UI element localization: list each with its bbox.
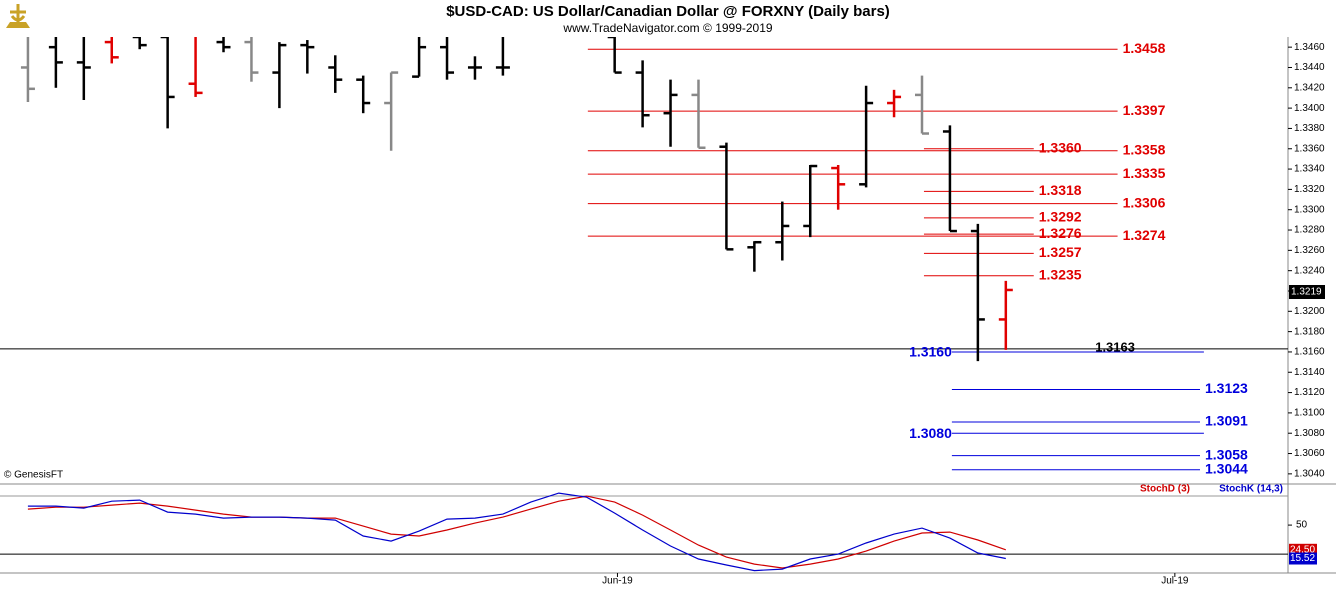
- y-tick-label: 1.3440: [1294, 62, 1325, 73]
- y-tick-label: 1.3100: [1294, 408, 1325, 419]
- ohlc-bar: [663, 79, 678, 147]
- x-tick-label: Jul-19: [1161, 576, 1189, 587]
- legend-entry: StochD (3): [1140, 484, 1190, 495]
- ohlc-bar: [942, 125, 957, 233]
- last-value-box: [1289, 552, 1317, 565]
- y-tick-label: 1.3300: [1294, 204, 1325, 215]
- level-label: 1.3306: [1123, 194, 1166, 210]
- logo: [6, 4, 30, 28]
- y-tick-label: 1.3200: [1294, 306, 1325, 317]
- level-label: 1.3123: [1205, 380, 1248, 396]
- ohlc-bar: [440, 37, 455, 80]
- y-tick-label: 1.3160: [1294, 347, 1325, 358]
- last-value-label: 15.52: [1290, 553, 1315, 564]
- y-tick-label: 1.3280: [1294, 225, 1325, 236]
- level-label: 1.3091: [1205, 413, 1248, 429]
- y-tick-label: 1.3060: [1294, 448, 1325, 459]
- chart-subtitle: www.TradeNavigator.com © 1999-2019: [562, 21, 772, 35]
- y-tick-label: 1.3400: [1294, 103, 1325, 114]
- x-tick-label: Jun-19: [602, 576, 633, 587]
- ohlc-bar: [216, 37, 231, 53]
- ohlc-bar: [495, 37, 510, 76]
- ohlc-bar: [188, 37, 203, 97]
- ohlc-bar: [467, 56, 482, 80]
- y-tick-label: 1.3340: [1294, 164, 1325, 175]
- level-label: 1.3058: [1205, 446, 1248, 462]
- ohlc-bar: [998, 280, 1013, 350]
- y-tick-label: 1.3380: [1294, 123, 1325, 134]
- y-tick-label: 1.3120: [1294, 387, 1325, 398]
- level-label: 1.3335: [1123, 165, 1166, 181]
- y-tick-label: 1.3140: [1294, 367, 1325, 378]
- ohlc-bar: [76, 37, 91, 100]
- last-price-label: 1.3219: [1291, 287, 1322, 298]
- level-label: 1.3257: [1039, 244, 1082, 260]
- y-tick-label: 50: [1296, 520, 1308, 531]
- ohlc-bar: [356, 75, 371, 114]
- y-tick-label: 1.3260: [1294, 245, 1325, 256]
- last-price-box: [1289, 285, 1325, 300]
- level-label: 1.3160: [909, 344, 952, 360]
- ohlc-bar: [272, 42, 287, 109]
- y-tick-label: 1.3180: [1294, 326, 1325, 337]
- level-label: 1.3163: [1095, 339, 1135, 354]
- ohlc-bar: [859, 85, 874, 188]
- ohlc-bar: [300, 40, 315, 74]
- level-label: 1.3044: [1205, 460, 1248, 476]
- level-label: 1.3080: [909, 425, 952, 441]
- level-label: 1.3458: [1123, 40, 1166, 56]
- ohlc-bar: [48, 37, 63, 88]
- ohlc-bar: [160, 37, 175, 129]
- ohlc-bar: [384, 71, 399, 151]
- ohlc-bar: [607, 37, 622, 74]
- ohlc-bar: [691, 79, 706, 149]
- ohlc-bar: [244, 37, 259, 82]
- level-label: 1.3276: [1039, 225, 1082, 241]
- ohlc-bar: [803, 164, 818, 238]
- ohlc-bar: [831, 165, 846, 210]
- stoch-line: [27, 492, 1006, 572]
- ohlc-bar: [747, 240, 762, 272]
- y-tick-label: 1.3320: [1294, 184, 1325, 195]
- level-label: 1.3318: [1039, 182, 1082, 198]
- axes: 1.3040 1.3060 1.3080 1.3100 1.3120 1.3140 1.31…: [602, 40, 1325, 587]
- y-tick-label: 1.3460: [1294, 42, 1325, 53]
- y-tick-label: 1.3040: [1294, 468, 1325, 479]
- last-value-label: 24.50: [1290, 544, 1315, 555]
- credit: © GenesisFT: [4, 470, 63, 481]
- price-panel: [0, 37, 1288, 471]
- level-label: 1.3358: [1123, 141, 1166, 157]
- legend-entry: StochK (14,3): [1219, 484, 1283, 495]
- chart-title: $USD-CAD: US Dollar/Canadian Dollar @ FO…: [446, 3, 890, 20]
- ohlc-bar: [412, 37, 427, 78]
- ohlc-bar: [132, 37, 147, 50]
- ohlc-bar: [635, 60, 650, 128]
- ohlc-bar: [970, 223, 985, 362]
- ohlc-bar: [20, 37, 35, 103]
- stoch-line: [27, 495, 1006, 569]
- level-label: 1.3397: [1123, 102, 1166, 118]
- stochastic-panel: [0, 492, 1288, 572]
- level-label: 1.3274: [1123, 227, 1166, 243]
- ohlc-bar: [719, 142, 734, 251]
- y-tick-label: 1.3420: [1294, 82, 1325, 93]
- level-label: 1.3292: [1039, 209, 1082, 225]
- ohlc-bar: [887, 89, 902, 118]
- y-tick-label: 1.3240: [1294, 265, 1325, 276]
- ohlc-bar: [775, 201, 790, 261]
- level-label: 1.3235: [1039, 266, 1082, 282]
- ohlc-bar: [104, 37, 119, 64]
- ohlc-bar: [914, 75, 929, 135]
- level-label: 1.3360: [1039, 139, 1082, 155]
- y-tick-label: 1.3360: [1294, 143, 1325, 154]
- ohlc-bar: [328, 55, 343, 93]
- y-tick-label: 1.3080: [1294, 428, 1325, 439]
